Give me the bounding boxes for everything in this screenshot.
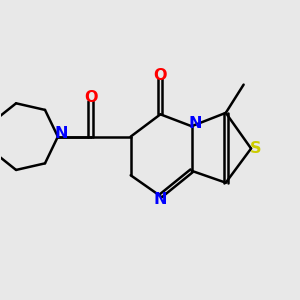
Text: O: O [154,68,167,82]
Text: S: S [250,141,261,156]
Text: O: O [84,90,97,105]
Text: N: N [188,116,202,131]
Text: N: N [154,192,167,207]
Text: N: N [55,126,68,141]
